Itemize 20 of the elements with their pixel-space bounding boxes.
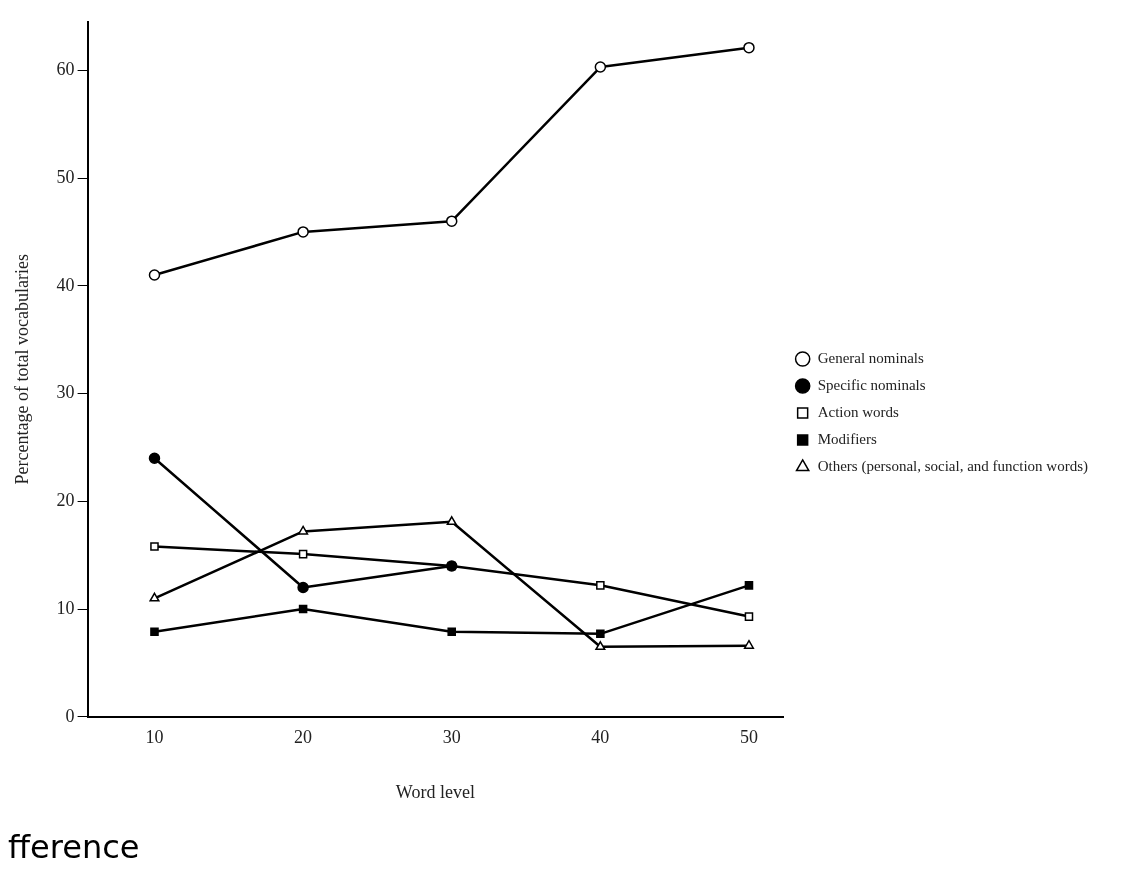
x-tick-label: 30 — [442, 727, 461, 748]
legend-label: Action words — [817, 403, 900, 420]
y-tick-label: 0 — [65, 705, 75, 726]
x-axis-title: Word level — [395, 781, 475, 802]
legend-label: Others (personal, social, and function words) — [817, 457, 1089, 475]
y-tick-label: 60 — [56, 59, 75, 80]
y-axis-title: Percentage of total vocabularies — [11, 254, 32, 485]
x-tick-label: 10 — [145, 727, 164, 748]
text: fference — [8, 828, 140, 866]
legend-label: Specific nominals — [817, 376, 926, 393]
x-tick-label: 20 — [294, 727, 313, 748]
y-tick-label: 50 — [56, 166, 75, 187]
legend-label: Modifiers — [817, 430, 877, 447]
y-tick-label: 20 — [56, 490, 75, 511]
y-tick-label: 40 — [56, 274, 75, 295]
x-tick-label: 50 — [739, 727, 758, 748]
x-tick-label: 40 — [591, 727, 610, 748]
y-tick-label: 30 — [56, 382, 75, 403]
y-tick-label: 10 — [56, 597, 75, 618]
legend-label: General nominals — [817, 349, 925, 366]
